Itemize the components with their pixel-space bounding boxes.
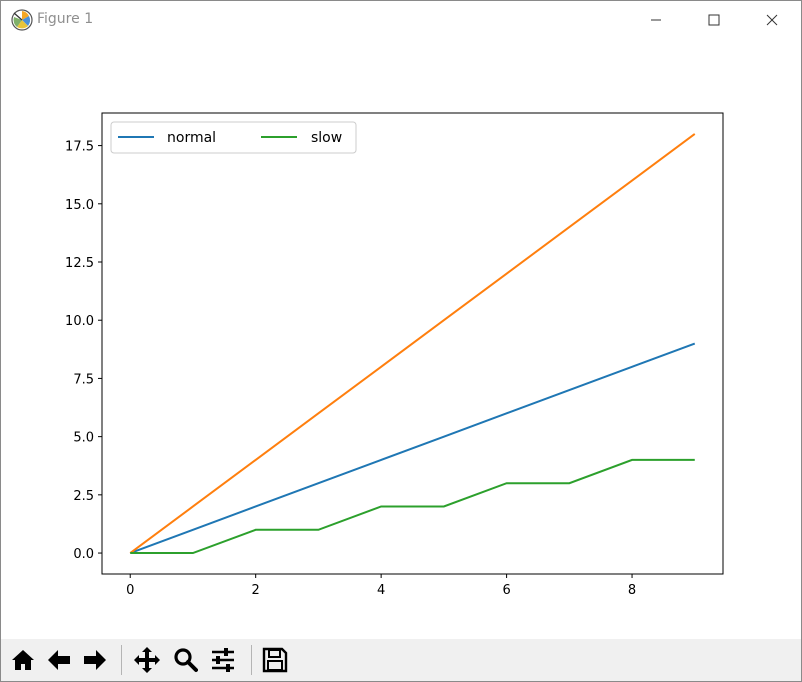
toolbar-separator bbox=[121, 645, 122, 675]
save-icon bbox=[262, 647, 288, 673]
close-button[interactable] bbox=[743, 1, 801, 39]
zoom-button[interactable] bbox=[169, 643, 201, 677]
configure-subplots-button[interactable] bbox=[207, 643, 239, 677]
forward-button[interactable] bbox=[79, 643, 111, 677]
legend-label: slow bbox=[311, 130, 342, 146]
close-icon bbox=[766, 14, 778, 26]
minimize-icon bbox=[651, 19, 661, 21]
maximize-icon bbox=[708, 14, 720, 26]
y-tick-label: 12.5 bbox=[65, 256, 94, 271]
y-tick-label: 0.0 bbox=[73, 547, 94, 562]
navigation-toolbar bbox=[1, 639, 801, 681]
zoom-icon bbox=[174, 648, 198, 672]
title-bar[interactable]: Figure 1 bbox=[1, 1, 801, 39]
x-tick-label: 0 bbox=[126, 583, 134, 598]
maximize-button[interactable] bbox=[685, 1, 743, 39]
series-line-slow bbox=[130, 458, 695, 555]
pan-button[interactable] bbox=[131, 643, 163, 677]
series-line-normal bbox=[129, 342, 696, 554]
back-button[interactable] bbox=[43, 643, 75, 677]
x-tick-label: 8 bbox=[628, 583, 636, 598]
minimize-button[interactable] bbox=[627, 1, 685, 39]
legend-box bbox=[110, 121, 357, 154]
pan-icon bbox=[134, 647, 160, 673]
toolbar-separator bbox=[251, 645, 252, 675]
window-title: Figure 1 bbox=[37, 11, 94, 27]
y-tick-label: 15.0 bbox=[65, 198, 94, 213]
save-button[interactable] bbox=[259, 643, 291, 677]
x-tick-label: 2 bbox=[252, 583, 260, 598]
y-tick-label: 5.0 bbox=[73, 431, 94, 446]
y-tick-label: 17.5 bbox=[65, 140, 94, 155]
matplotlib-logo-icon bbox=[11, 9, 33, 31]
home-button[interactable] bbox=[7, 643, 39, 677]
y-tick-label: 7.5 bbox=[73, 372, 94, 387]
y-tick-label: 10.0 bbox=[65, 314, 94, 329]
y-tick-label: 2.5 bbox=[73, 489, 94, 504]
line-chart: 0 2 4 6 8 0.0 2.5 5.0 7.5 10.0 12.5 15.0 17.5 normal s… bbox=[65, 112, 724, 598]
x-tick-label: 4 bbox=[377, 583, 385, 598]
configure-subplots-icon bbox=[212, 648, 234, 672]
legend-label: normal bbox=[167, 130, 216, 146]
series-line-unnamed bbox=[129, 133, 696, 554]
x-tick-label: 6 bbox=[502, 583, 510, 598]
figure-canvas[interactable]: 0 2 4 6 8 0.0 2.5 5.0 7.5 10.0 12.5 15.0 17.5 normal s… bbox=[1, 39, 801, 639]
forward-icon bbox=[84, 650, 106, 670]
home-icon bbox=[12, 650, 34, 670]
back-icon bbox=[48, 650, 70, 670]
